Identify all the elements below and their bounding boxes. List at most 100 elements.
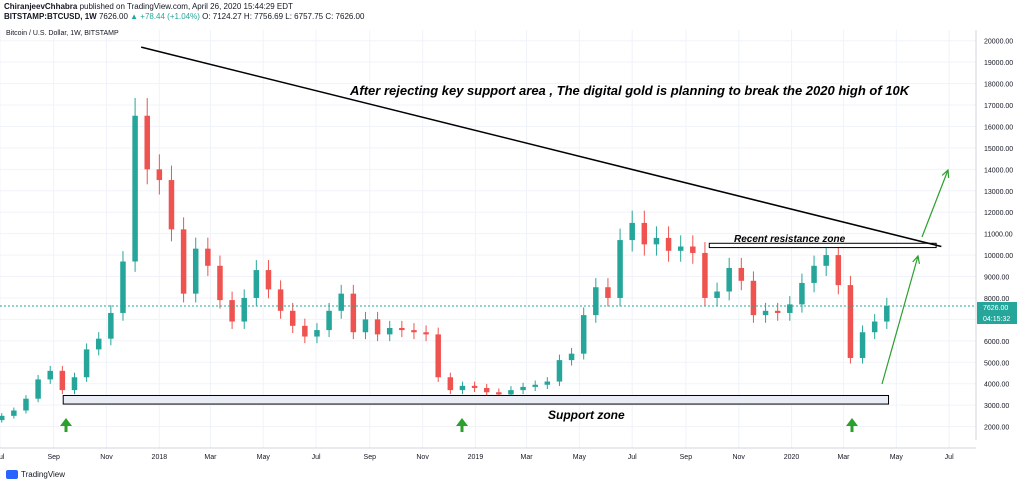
candle-body: [593, 287, 599, 316]
candle-body: [580, 315, 587, 354]
candle-body: [411, 330, 417, 333]
time-tick-label: Sep: [364, 454, 377, 461]
candle-body: [362, 319, 369, 333]
tradingview-logo[interactable]: TradingView: [6, 470, 65, 479]
price-change: ▲ +78.44 (+1.04%): [130, 12, 200, 21]
candle-body: [132, 115, 138, 262]
candle-body: [277, 289, 284, 311]
candle-body: [520, 386, 526, 391]
candle-body: [787, 304, 793, 313]
price-tick-label: 19000.00: [984, 60, 1013, 67]
support-arrow-icon: [456, 418, 468, 426]
candle-body: [605, 287, 611, 298]
candle-body: [374, 319, 381, 335]
candle-body: [726, 267, 732, 292]
candle-body: [95, 338, 102, 350]
candle-body: [47, 370, 53, 380]
author-name[interactable]: ChiranjeevChhabra: [4, 2, 78, 11]
projection-arrow-short-head: [912, 254, 920, 264]
candle-body: [884, 305, 890, 322]
candle-body: [217, 265, 223, 301]
candle-body: [508, 390, 514, 395]
chart-header: ChiranjeevChhabra published on TradingVi…: [4, 2, 364, 22]
symbol-description: Bitcoin / U.S. Dollar, 1W, BITSTAMP: [6, 30, 119, 37]
candle-body: [386, 327, 393, 335]
candle-body: [0, 415, 5, 421]
candle-body: [617, 240, 623, 298]
time-tick-label: May: [573, 454, 587, 461]
price-tick-label: 16000.00: [984, 124, 1013, 131]
candle-body: [59, 370, 66, 391]
candle-body: [314, 330, 320, 337]
candle-body: [653, 237, 660, 245]
time-tick-label: Mar: [521, 454, 534, 461]
candle-body: [289, 310, 296, 326]
price-tick-label: 6000.00: [984, 339, 1009, 346]
price-badge-value: 7626.00: [983, 305, 1008, 312]
time-tick-label: Jul: [0, 454, 5, 461]
time-tick-label: 2018: [152, 454, 168, 461]
candle-body: [350, 293, 357, 333]
support-arrow-icon: [846, 418, 858, 426]
candlestick-series: [0, 98, 890, 423]
upward-projection-arrows: [881, 168, 950, 385]
descending-trendline: [140, 46, 942, 248]
candle-body: [859, 332, 866, 358]
candle-body: [435, 334, 441, 378]
projection-arrow-long-head: [941, 168, 950, 179]
candle-body: [677, 246, 684, 251]
candle-body: [205, 248, 211, 266]
candle-body: [35, 379, 41, 399]
candle-body: [544, 381, 551, 385]
candle-body: [399, 327, 405, 331]
price-tick-label: 2000.00: [984, 425, 1009, 432]
time-tick-label: Sep: [680, 454, 693, 461]
time-tick-label: Jul: [628, 454, 637, 461]
candle-body: [702, 252, 708, 298]
candle-body: [629, 222, 635, 241]
price-tick-label: 8000.00: [984, 296, 1009, 303]
candle-body: [714, 291, 720, 298]
candle-body: [871, 321, 878, 333]
price-tick-label: 15000.00: [984, 146, 1013, 153]
candle-body: [665, 237, 672, 251]
candle-body: [229, 300, 235, 322]
support-arrow-icon: [60, 418, 72, 426]
candle-body: [302, 325, 308, 337]
support-arrow-stem: [850, 425, 854, 432]
candle-body: [774, 310, 781, 313]
symbol-name[interactable]: BITSTAMP:BTCUSD, 1W: [4, 12, 97, 21]
support-label: Support zone: [548, 408, 625, 422]
candle-body: [738, 267, 745, 281]
candle-body: [823, 255, 829, 266]
time-tick-label: Nov: [416, 454, 429, 461]
candle-body: [483, 387, 490, 393]
candle-body: [253, 270, 260, 298]
candle-body: [641, 222, 648, 245]
last-price: 7626.00: [98, 12, 128, 21]
ohlc-values: O: 7124.27 H: 7756.69 L: 6757.75 C: 7626…: [202, 12, 365, 21]
candle-body: [459, 385, 466, 391]
candle-body: [241, 297, 247, 322]
candle-body: [568, 353, 575, 361]
support-zone-box: [62, 394, 890, 405]
time-tick-label: May: [890, 454, 904, 461]
time-tick-label: Jul: [945, 454, 954, 461]
candle-body: [338, 293, 344, 311]
time-tick-label: May: [257, 454, 271, 461]
headline-annotation: After rejecting key support area , The d…: [349, 83, 911, 98]
candle-body: [847, 285, 854, 358]
time-tick-label: Mar: [204, 454, 217, 461]
candle-body: [120, 261, 126, 313]
candle-body: [690, 246, 696, 253]
candle-body: [71, 377, 78, 391]
candle-body: [811, 265, 817, 283]
price-badge-countdown: 04:15:32: [983, 316, 1010, 323]
candle-body: [108, 312, 114, 339]
support-bounce-arrows: [60, 418, 858, 432]
candle-body: [835, 255, 842, 286]
candle-body: [168, 180, 175, 230]
chart-grid: [0, 30, 976, 448]
support-arrow-stem: [460, 425, 464, 432]
